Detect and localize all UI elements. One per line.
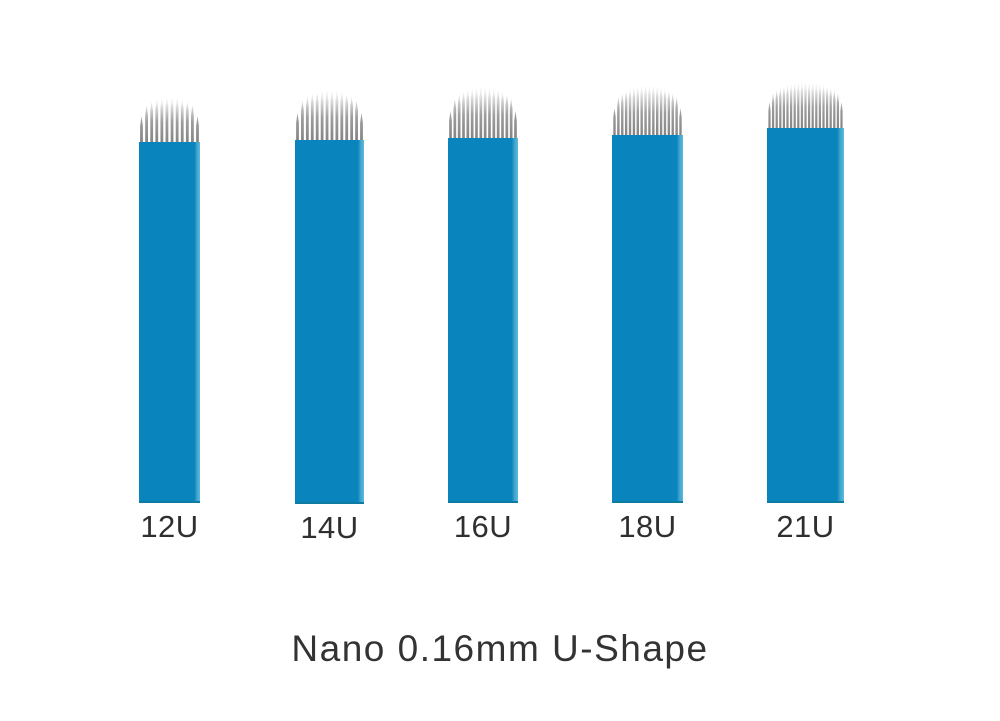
needle-cluster-icon [767,82,844,128]
blade-body [139,142,200,503]
blade-figure-16u: 16U [448,87,518,542]
caption: Nano 0.16mm U-Shape [291,628,709,669]
blade-figure-18u: 18U [612,85,683,542]
needle-cluster-icon [612,85,683,135]
blade-label: 14U [300,510,359,545]
blade-label: 18U [618,509,677,544]
needle-cluster-icon [139,97,200,142]
blade-body [612,135,683,503]
needle-cluster-icon [295,90,364,140]
blade-figure-14u: 14U [295,90,364,543]
blade-body [767,128,844,503]
blade-label: 12U [140,509,199,544]
blade-figure-21u: 21U [767,82,844,542]
blade-label: 16U [453,509,513,544]
blade-body [295,140,364,504]
blade-figure-12u: 12U [139,97,200,542]
needle-cluster-icon [448,87,518,138]
blade-label: 21U [776,509,835,544]
blade-body [448,138,518,503]
